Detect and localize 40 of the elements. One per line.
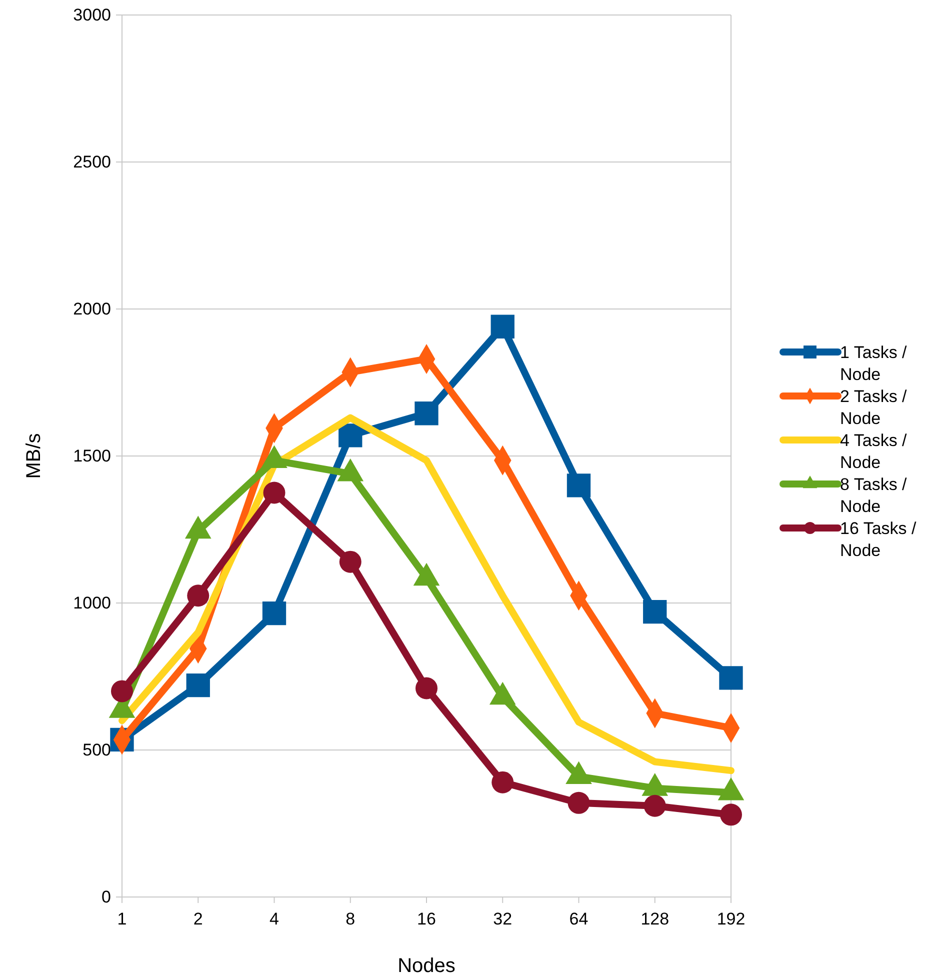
point <box>416 677 438 700</box>
point <box>643 600 667 624</box>
x-tick-label: 16 <box>417 910 436 929</box>
point <box>492 771 514 794</box>
y-tick-label: 3000 <box>73 5 111 24</box>
point <box>719 666 743 690</box>
point <box>111 680 133 702</box>
x-tick-label: 8 <box>346 910 356 929</box>
y-tick-label: 500 <box>82 740 111 760</box>
point <box>338 424 362 448</box>
legend-label: 16 Tasks / Node <box>840 519 917 560</box>
point <box>339 550 362 573</box>
y-tick-label: 2500 <box>73 152 111 172</box>
legend-label: 4 Tasks / Node <box>840 431 908 472</box>
x-tick-label: 2 <box>193 910 203 929</box>
y-axis-title: MB/s <box>23 433 45 479</box>
legend-label: 2 Tasks / Node <box>840 387 908 428</box>
point <box>644 794 666 817</box>
y-tick-label: 1000 <box>73 593 111 612</box>
point <box>414 402 438 426</box>
point <box>568 792 590 814</box>
point <box>720 804 742 826</box>
x-tick-label: 192 <box>716 910 746 929</box>
x-tick-label: 4 <box>270 910 279 929</box>
point <box>566 474 591 498</box>
x-tick-label: 128 <box>640 910 670 929</box>
point <box>263 482 286 504</box>
point <box>187 584 210 607</box>
x-axis-title: Nodes <box>398 955 456 977</box>
legend-label: 8 Tasks / Node <box>840 475 908 516</box>
x-tick-label: 64 <box>569 910 588 929</box>
point <box>262 601 286 626</box>
point <box>186 673 210 698</box>
y-tick-label: 1500 <box>73 446 111 466</box>
y-tick-label: 2000 <box>73 299 111 318</box>
y-tick-label: 0 <box>102 887 111 906</box>
x-tick-label: 32 <box>493 910 512 929</box>
x-tick-label: 1 <box>117 910 127 929</box>
point <box>490 314 514 338</box>
legend-label: 1 Tasks / Node <box>840 343 908 384</box>
